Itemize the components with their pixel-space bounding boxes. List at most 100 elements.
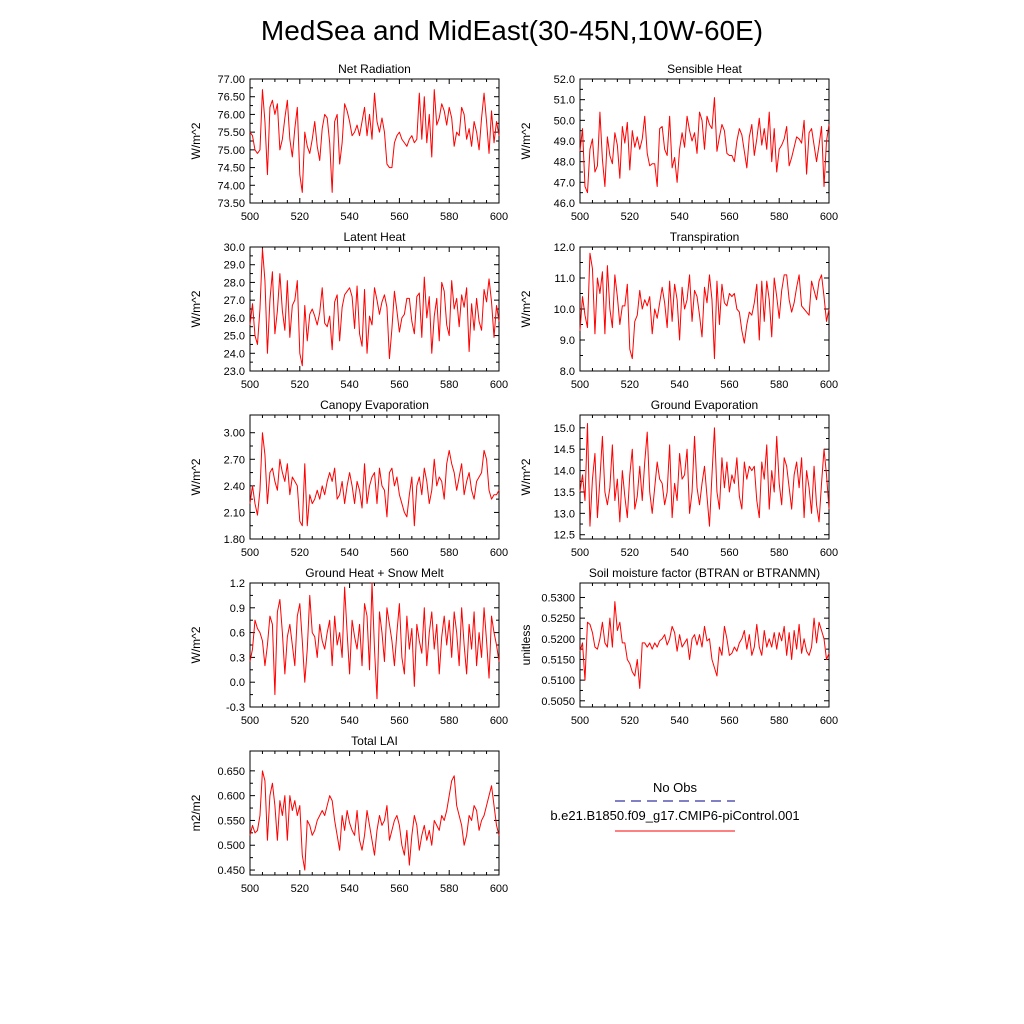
x-tick-label: 600 — [820, 715, 838, 727]
y-tick-label: 0.500 — [217, 840, 245, 852]
panel-title: Latent Heat — [343, 230, 406, 244]
x-tick-label: 540 — [670, 547, 688, 559]
panel-transpiration: Transpiration W/m^2 500 520 540 560 580 600 8.0 9… — [519, 230, 838, 391]
x-tick-label: 500 — [241, 715, 259, 727]
panel-ground-evaporation: Ground Evaporation W/m^2 500 520 540 560 580 60… — [519, 398, 838, 559]
x-tick-label: 520 — [291, 715, 309, 727]
panel-title: Ground Heat + Snow Melt — [305, 566, 444, 580]
panel-title: Soil moisture factor (BTRAN or BTRANMN) — [589, 566, 820, 580]
panel-ground-heat-snow-melt: Ground Heat + Snow Melt W/m^2 500 520 540 560… — [189, 566, 508, 727]
series-line-0 — [579, 252, 830, 360]
x-tick-label: 500 — [241, 211, 259, 223]
y-tick-label: 2.10 — [224, 507, 245, 519]
figure-title: MedSea and MidEast(30-45N,10W-60E) — [261, 15, 763, 46]
x-tick-label: 600 — [490, 547, 508, 559]
series-line-0 — [579, 601, 830, 689]
x-tick-label: 580 — [440, 883, 458, 895]
y-tick-label: 23.0 — [224, 366, 245, 378]
series-line-0 — [579, 97, 830, 194]
series-line-0 — [249, 248, 500, 367]
y-tick-label: 74.50 — [217, 163, 245, 175]
y-tick-label: 47.0 — [554, 177, 575, 189]
x-tick-label: 520 — [291, 211, 309, 223]
x-tick-label: 500 — [571, 211, 589, 223]
x-tick-label: 560 — [390, 379, 408, 391]
panel-total-lai: Total LAI m2/m2 500 520 540 560 580 600 0.450 0.5… — [189, 734, 508, 895]
panel-soil-moisture-factor: Soil moisture factor (BTRAN or BTRANMN) u… — [519, 566, 838, 727]
y-tick-label: 74.00 — [217, 180, 245, 192]
x-tick-label: 500 — [241, 883, 259, 895]
x-tick-label: 540 — [340, 715, 358, 727]
series-line-0 — [579, 423, 830, 527]
y-tick-label: 29.0 — [224, 260, 245, 272]
y-tick-label: 13.0 — [554, 508, 575, 520]
y-tick-label: 24.0 — [224, 348, 245, 360]
legend-obs-label: No Obs — [653, 780, 698, 795]
y-tick-label: 10.0 — [554, 304, 575, 316]
y-tick-label: 14.5 — [554, 444, 575, 456]
x-tick-label: 560 — [390, 715, 408, 727]
x-tick-label: 520 — [291, 379, 309, 391]
x-tick-label: 540 — [670, 379, 688, 391]
y-tick-label: 0.5250 — [541, 613, 575, 625]
panel-title: Sensible Heat — [667, 62, 742, 76]
y-axis-label: W/m^2 — [189, 290, 203, 327]
y-tick-label: 15.0 — [554, 423, 575, 435]
y-tick-label: 0.600 — [217, 791, 245, 803]
y-axis-label: W/m^2 — [189, 122, 203, 159]
x-tick-label: 600 — [490, 379, 508, 391]
y-tick-label: 3.00 — [224, 428, 245, 440]
y-tick-label: 25.0 — [224, 331, 245, 343]
y-tick-label: 75.00 — [217, 145, 245, 157]
x-tick-label: 600 — [490, 211, 508, 223]
x-tick-label: 600 — [490, 883, 508, 895]
x-tick-label: 520 — [621, 211, 639, 223]
y-axis-label: W/m^2 — [519, 458, 533, 495]
y-tick-label: 30.0 — [224, 242, 245, 254]
y-tick-label: 76.50 — [217, 92, 245, 104]
y-tick-label: 0.5200 — [541, 634, 575, 646]
x-tick-label: 560 — [720, 547, 738, 559]
panel-sensible-heat: Sensible Heat W/m^2 500 520 540 560 580 600 46.0… — [519, 62, 838, 223]
y-tick-label: 12.5 — [554, 530, 575, 542]
y-axis-label: W/m^2 — [189, 626, 203, 663]
y-axis-label: W/m^2 — [519, 122, 533, 159]
x-tick-label: 540 — [670, 211, 688, 223]
panel-latent-heat: Latent Heat W/m^2 500 520 540 560 580 600 23.0 24… — [189, 230, 508, 391]
y-axis-label: m2/m2 — [189, 794, 203, 831]
y-tick-label: 12.0 — [554, 242, 575, 254]
x-tick-label: 580 — [770, 379, 788, 391]
y-tick-label: 9.0 — [560, 335, 575, 347]
x-tick-label: 500 — [241, 547, 259, 559]
x-tick-label: 560 — [390, 547, 408, 559]
y-tick-label: 0.5150 — [541, 654, 575, 666]
x-tick-label: 580 — [440, 715, 458, 727]
y-axis-label: W/m^2 — [519, 290, 533, 327]
y-tick-label: 0.650 — [217, 766, 245, 778]
panel-title: Canopy Evaporation — [320, 398, 429, 412]
y-tick-label: 27.0 — [224, 295, 245, 307]
y-tick-label: 26.0 — [224, 313, 245, 325]
y-tick-label: 0.5300 — [541, 592, 575, 604]
series-line-0 — [249, 582, 500, 700]
series-line-0 — [249, 432, 500, 527]
x-tick-label: 520 — [291, 547, 309, 559]
y-tick-label: 13.5 — [554, 487, 575, 499]
y-tick-label: 0.5050 — [541, 696, 575, 708]
x-tick-label: 560 — [720, 379, 738, 391]
panel-title: Transpiration — [670, 230, 740, 244]
x-tick-label: 520 — [621, 547, 639, 559]
x-tick-label: 560 — [720, 715, 738, 727]
y-tick-label: 77.00 — [217, 74, 245, 86]
series-line-0 — [249, 89, 500, 193]
x-tick-label: 520 — [621, 715, 639, 727]
y-tick-label: 1.80 — [224, 534, 245, 546]
panels: Net Radiation W/m^2 500 520 540 560 580 600 73.5… — [189, 62, 838, 895]
y-tick-label: 2.40 — [224, 481, 245, 493]
y-tick-label: 50.0 — [554, 115, 575, 127]
y-tick-label: -0.3 — [226, 702, 245, 714]
y-tick-label: 8.0 — [560, 366, 575, 378]
y-tick-label: 46.0 — [554, 198, 575, 210]
